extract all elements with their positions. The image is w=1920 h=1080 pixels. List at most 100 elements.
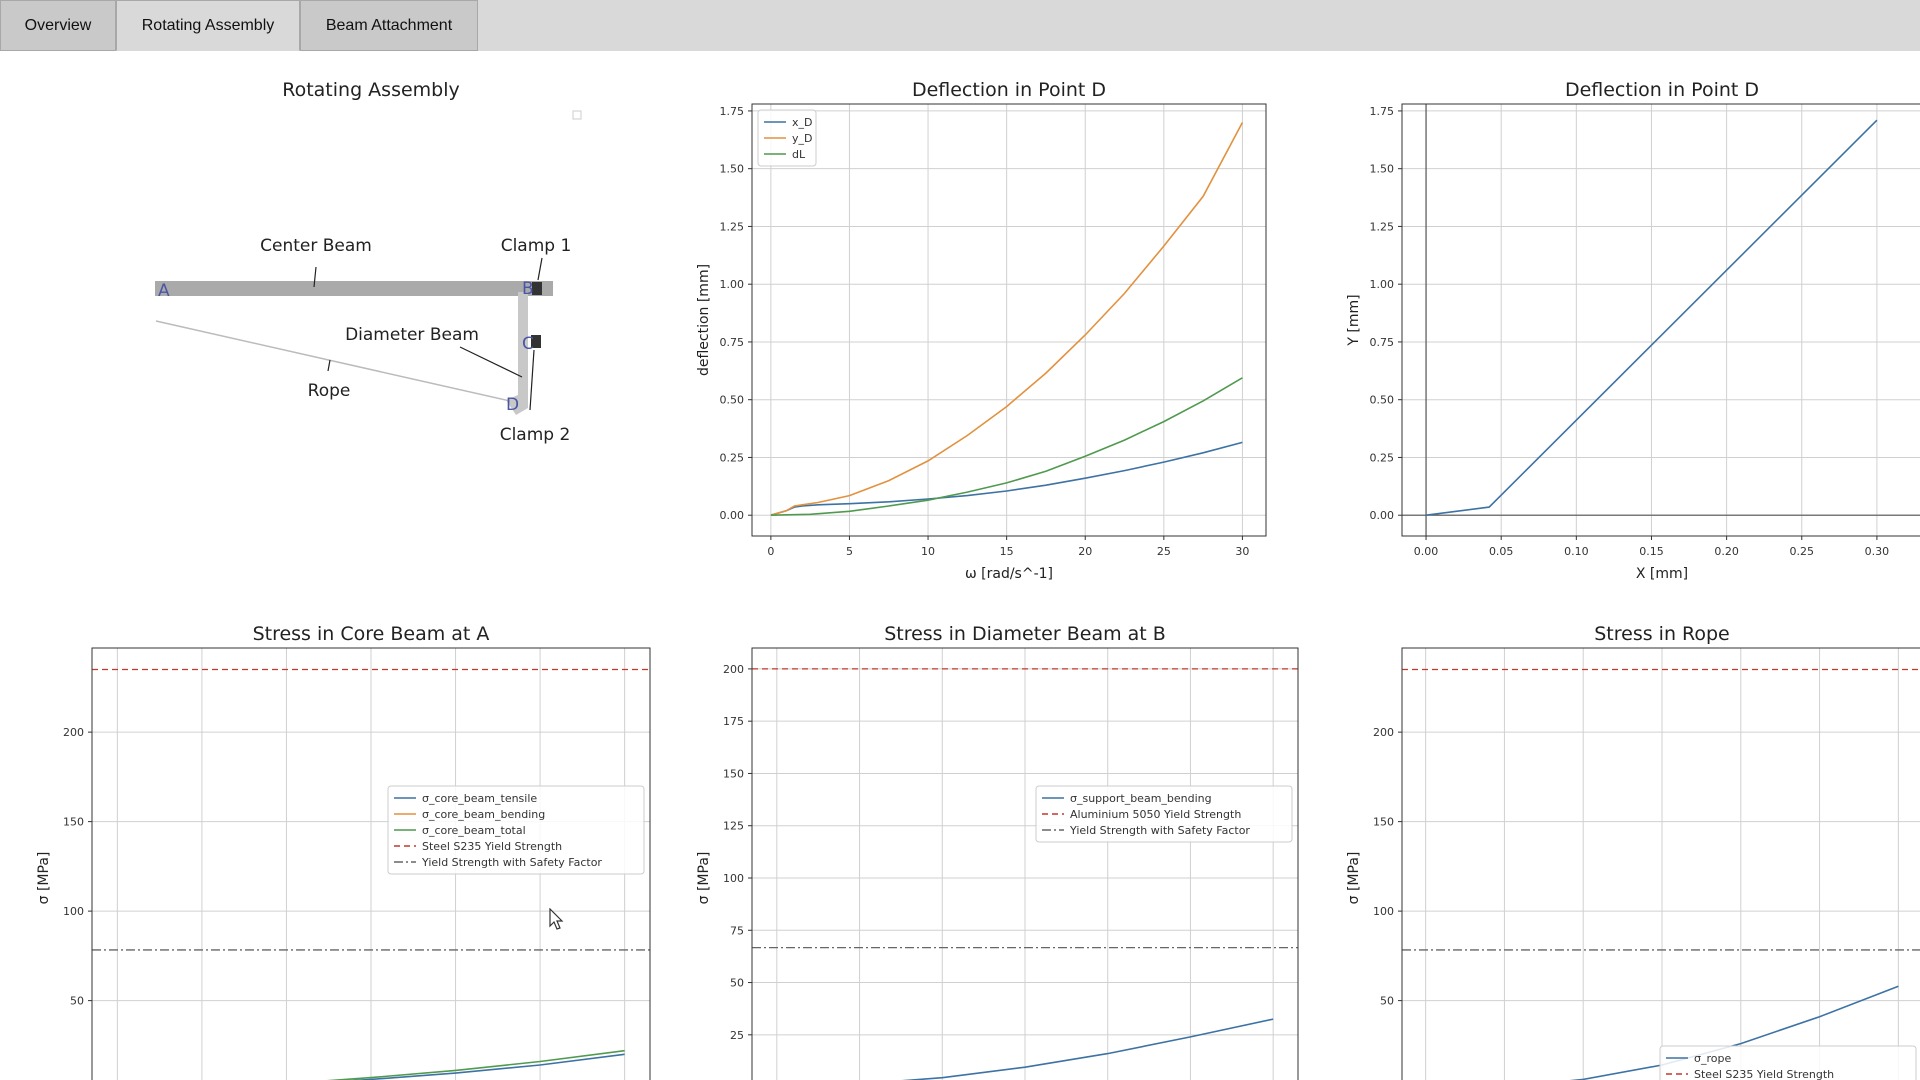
x-tick-label: 25: [1157, 545, 1171, 558]
y-tick-label: 100: [1373, 905, 1394, 918]
x-tick-label: 0.20: [1714, 545, 1739, 558]
y-tick-label: 1.50: [1370, 163, 1395, 176]
tab-beam-attachment[interactable]: Beam Attachment: [300, 0, 478, 51]
y-axis-label: σ [MPa]: [696, 852, 712, 905]
legend-entry: Steel S235 Yield Strength: [1694, 1068, 1834, 1080]
point-a-label: A: [158, 281, 170, 301]
diameter-beam-label: Diameter Beam: [345, 325, 479, 345]
y-tick-label: 200: [723, 663, 744, 676]
y-tick-label: 1.25: [720, 220, 745, 233]
y-tick-label: 25: [730, 1029, 744, 1042]
y-tick-label: 0.00: [1370, 509, 1395, 522]
y-tick-label: 1.25: [1370, 220, 1395, 233]
mouse-cursor-icon: [549, 908, 564, 930]
diagram-title: Rotating Assembly: [282, 79, 460, 101]
x-tick-label: 30: [1235, 545, 1249, 558]
tab-rotating-assembly[interactable]: Rotating Assembly: [116, 0, 300, 51]
leader-clamp-1: [537, 257, 543, 281]
clamp-1-marker: [532, 282, 542, 295]
center-beam: [155, 281, 553, 296]
plot-frame: [751, 647, 1299, 1080]
legend-entry: σ_core_beam_tensile: [422, 792, 537, 805]
legend-entry: Aluminium 5050 Yield Strength: [1070, 808, 1241, 821]
legend-entry: dL: [792, 148, 806, 161]
y-tick-label: 0.50: [720, 394, 745, 407]
tab-bar: Overview Rotating Assembly Beam Attachme…: [0, 0, 1920, 51]
y-tick-label: 100: [723, 872, 744, 885]
y-tick-label: 175: [723, 715, 744, 728]
plot-frame: [751, 103, 1267, 537]
series-line: [1425, 119, 1878, 516]
y-tick-label: 150: [63, 816, 84, 829]
chart-title: Stress in Core Beam at A: [253, 623, 490, 645]
series-line: [770, 441, 1243, 516]
chart-deflection-xy: Deflection in Point D 0.00 0.05 0.10 0.15 0.2…: [1346, 79, 1920, 582]
legend-entry: σ_core_beam_bending: [422, 808, 545, 821]
legend-box: [757, 109, 817, 167]
clamp-1-label: Clamp 1: [501, 236, 572, 256]
legend-entry: y_D: [792, 132, 812, 145]
chart-stress-diameter-beam: Stress in Diameter Beam at B025507510012…: [696, 623, 1299, 1080]
chart-title: Deflection in Point D: [1565, 79, 1759, 101]
y-tick-label: 0.00: [720, 509, 745, 522]
legend-entry: σ_support_beam_bending: [1070, 792, 1212, 805]
x-tick-label: 0.10: [1564, 545, 1589, 558]
chart-stress-rope: Stress in Rope050100150200σ [MPa]σ_ropeS…: [1346, 623, 1920, 1080]
y-axis-label: σ [MPa]: [1346, 852, 1362, 905]
tab-overview[interactable]: Overview: [0, 0, 116, 51]
clamp-2-marker: [531, 335, 541, 348]
rope-line: [155, 320, 511, 402]
chart-title: Stress in Rope: [1594, 623, 1730, 645]
toolbar-toggle-icon[interactable]: [572, 110, 582, 120]
point-c-label: C: [522, 334, 534, 354]
series-line: [348, 1053, 625, 1080]
clamp-2-label: Clamp 2: [500, 425, 571, 445]
y-tick-label: 200: [1373, 726, 1394, 739]
y-tick-label: 1.50: [720, 163, 745, 176]
x-tick-label: 0.15: [1639, 545, 1664, 558]
assembly-diagram: Rotating Assembly A B C D Center Beam Cl…: [155, 79, 582, 445]
legend-box: [1035, 785, 1293, 843]
x-tick-label: 0.05: [1489, 545, 1514, 558]
y-tick-label: 0.50: [1370, 394, 1395, 407]
x-tick-label: 5: [846, 545, 853, 558]
series-line: [770, 377, 1243, 516]
point-d-label: D: [506, 395, 519, 415]
y-tick-label: 150: [723, 767, 744, 780]
chart-deflection-omega: Deflection in Point D 0 5 10 15 20 25 30 0.00 0.2…: [696, 79, 1267, 582]
legend-entry: Yield Strength with Safety Factor: [1069, 824, 1250, 837]
y-tick-label: 1.75: [720, 105, 745, 118]
y-tick-label: 50: [730, 977, 744, 990]
y-tick-label: 0.75: [720, 336, 745, 349]
y-tick-label: 200: [63, 726, 84, 739]
legend-entry: σ_core_beam_total: [422, 824, 526, 837]
series-line: [1569, 985, 1899, 1080]
x-tick-label: 0: [767, 545, 774, 558]
x-axis-label: ω [rad/s^-1]: [965, 566, 1053, 582]
y-tick-label: 1.00: [1370, 278, 1395, 291]
y-tick-label: 150: [1373, 816, 1394, 829]
x-tick-label: 0.30: [1865, 545, 1890, 558]
legend-entry: Steel S235 Yield Strength: [422, 840, 562, 853]
y-axis-label: Y [mm]: [1346, 294, 1362, 346]
x-tick-label: 15: [1000, 545, 1014, 558]
x-axis-label: X [mm]: [1636, 566, 1688, 582]
leader-rope: [327, 359, 331, 372]
y-tick-label: 0.25: [1370, 451, 1395, 464]
leader-diameter-beam: [459, 346, 523, 378]
y-tick-label: 0.25: [720, 451, 745, 464]
x-tick-label: 10: [921, 545, 935, 558]
series-line: [770, 122, 1244, 516]
y-tick-label: 100: [63, 905, 84, 918]
y-axis-label: σ [MPa]: [36, 852, 52, 905]
x-tick-label: 20: [1078, 545, 1092, 558]
plot-frame: [1401, 103, 1920, 537]
point-b-label: B: [522, 279, 534, 299]
series-line: [326, 1049, 625, 1080]
plot-frame: [1401, 647, 1920, 1080]
legend-entry: Yield Strength with Safety Factor: [421, 856, 602, 869]
y-axis-label: deflection [mm]: [696, 264, 712, 376]
legend-entry: σ_rope: [1694, 1052, 1731, 1065]
plot-frame: [91, 647, 651, 1080]
x-tick-label: 0.25: [1790, 545, 1815, 558]
